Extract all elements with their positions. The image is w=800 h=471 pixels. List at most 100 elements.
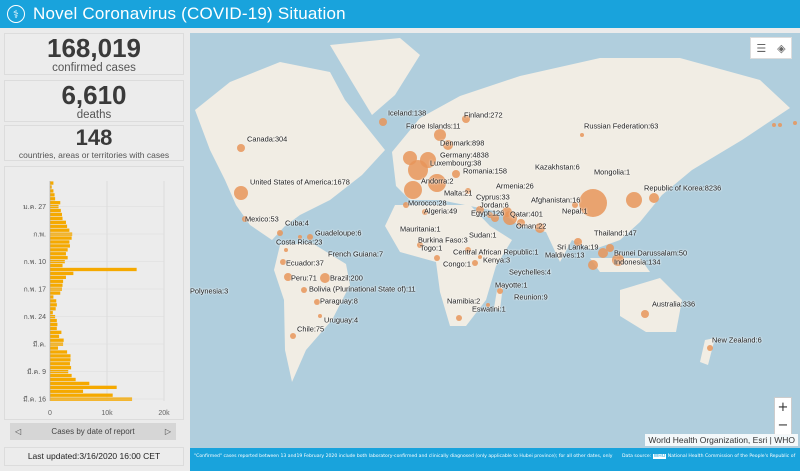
bar[interactable] (50, 248, 68, 252)
case-bubble[interactable] (491, 214, 499, 222)
bar[interactable] (50, 236, 72, 240)
bar[interactable] (50, 189, 54, 193)
case-bubble[interactable] (403, 202, 409, 208)
bar[interactable] (50, 240, 70, 244)
bar[interactable] (50, 220, 66, 225)
bar[interactable] (50, 350, 68, 354)
case-bubble[interactable] (517, 219, 525, 227)
bar[interactable] (50, 362, 70, 366)
bar[interactable] (50, 385, 117, 390)
case-bubble[interactable] (486, 303, 490, 307)
bar[interactable] (50, 228, 70, 232)
case-bubble[interactable] (314, 299, 320, 305)
case-bubble[interactable] (452, 170, 460, 178)
bar[interactable] (50, 389, 84, 393)
case-bubble[interactable] (434, 129, 446, 141)
case-bubble[interactable] (237, 144, 245, 152)
who-link[interactable]: WHO (652, 454, 667, 459)
map-canvas[interactable] (190, 33, 800, 448)
bar[interactable] (50, 256, 68, 260)
zoom-in-button[interactable]: + (777, 399, 789, 415)
bar[interactable] (50, 267, 137, 272)
world-map[interactable]: Iceland:138 Finland:272 Faroe Islands:11 Ca… (190, 33, 800, 448)
case-bubble[interactable] (462, 115, 470, 123)
bar[interactable] (50, 303, 57, 307)
case-bubble[interactable] (301, 287, 307, 293)
bar[interactable] (50, 299, 57, 303)
case-bubble[interactable] (579, 189, 607, 217)
bar[interactable] (50, 326, 57, 331)
bar[interactable] (50, 185, 52, 189)
bar[interactable] (50, 346, 58, 350)
case-bubble[interactable] (404, 181, 422, 199)
bar[interactable] (50, 295, 54, 299)
case-bubble[interactable] (379, 118, 387, 126)
bar[interactable] (50, 318, 57, 323)
case-bubble[interactable] (420, 152, 436, 168)
bar[interactable] (50, 358, 71, 362)
case-bubble[interactable] (626, 192, 642, 208)
case-bubble[interactable] (307, 234, 313, 240)
zoom-out-button[interactable]: − (777, 417, 789, 433)
case-bubble[interactable] (580, 133, 584, 137)
case-bubble[interactable] (403, 151, 417, 165)
case-bubble[interactable] (417, 242, 423, 248)
case-bubble[interactable] (612, 254, 624, 266)
case-bubble[interactable] (588, 260, 598, 270)
bar[interactable] (50, 354, 71, 358)
bar[interactable] (50, 311, 53, 315)
bar[interactable] (50, 252, 66, 256)
bar[interactable] (50, 366, 72, 370)
bar[interactable] (50, 322, 58, 327)
case-bubble[interactable] (793, 121, 797, 125)
case-bubble[interactable] (606, 244, 614, 252)
bar[interactable] (50, 334, 60, 338)
case-bubble[interactable] (284, 248, 288, 252)
bar[interactable] (50, 338, 64, 342)
case-bubble[interactable] (290, 333, 296, 339)
case-bubble[interactable] (465, 188, 471, 194)
case-bubble[interactable] (422, 209, 428, 215)
case-bubble[interactable] (772, 123, 776, 127)
case-bubble[interactable] (298, 235, 302, 239)
bar[interactable] (50, 271, 74, 276)
bar[interactable] (50, 377, 76, 382)
case-bubble[interactable] (649, 193, 659, 203)
case-bubble[interactable] (572, 202, 578, 208)
case-bubble[interactable] (478, 255, 482, 259)
bar[interactable] (50, 201, 61, 205)
case-bubble[interactable] (456, 315, 462, 321)
case-bubble[interactable] (535, 223, 545, 233)
case-bubble[interactable] (487, 212, 493, 218)
case-bubble[interactable] (502, 207, 512, 217)
layers-icon[interactable]: ◈ (777, 41, 786, 55)
case-bubble[interactable] (641, 310, 649, 318)
case-bubble[interactable] (318, 314, 322, 318)
case-bubble[interactable] (598, 248, 608, 258)
case-bubble[interactable] (242, 216, 248, 222)
bar[interactable] (50, 216, 63, 221)
case-bubble[interactable] (778, 123, 782, 127)
case-bubble[interactable] (497, 288, 503, 294)
bar[interactable] (50, 275, 66, 280)
bar[interactable] (50, 244, 70, 248)
triangle-right-icon[interactable]: ▷ (164, 427, 171, 436)
bar[interactable] (50, 263, 63, 268)
case-bubble[interactable] (465, 247, 471, 253)
triangle-left-icon[interactable]: ◁ (15, 427, 22, 436)
bar[interactable] (50, 283, 63, 287)
case-bubble[interactable] (707, 345, 713, 351)
case-bubble[interactable] (320, 273, 330, 283)
case-bubble[interactable] (428, 174, 446, 192)
bar[interactable] (50, 307, 56, 311)
bar[interactable] (50, 330, 62, 335)
bar[interactable] (50, 393, 113, 397)
bar[interactable] (50, 197, 56, 201)
bar[interactable] (50, 193, 55, 197)
bar[interactable] (50, 181, 54, 185)
bar[interactable] (50, 279, 64, 283)
bar[interactable] (50, 291, 61, 295)
case-bubble[interactable] (443, 140, 453, 150)
bar[interactable] (50, 381, 90, 386)
bar[interactable] (50, 224, 68, 228)
